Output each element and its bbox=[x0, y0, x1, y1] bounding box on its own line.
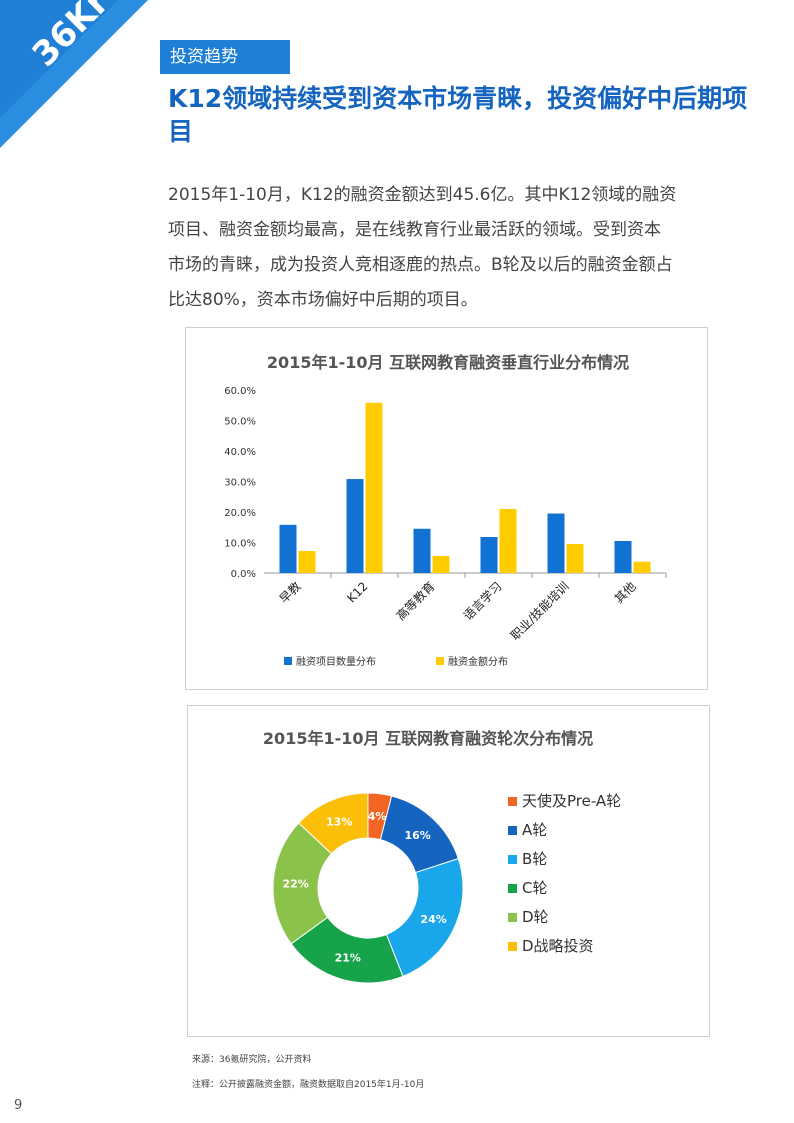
legend-swatch bbox=[436, 657, 444, 665]
y-tick-label: 50.0% bbox=[224, 417, 256, 428]
legend-swatch bbox=[508, 942, 517, 951]
slice-label: 21% bbox=[335, 952, 361, 965]
body-line: 比达80%，资本市场偏好中后期的项目。 bbox=[168, 290, 478, 310]
legend-label: D战略投资 bbox=[522, 937, 594, 955]
source-note: 来源：36氪研究院，公开资料 bbox=[192, 1055, 312, 1065]
slice-label: 13% bbox=[326, 815, 352, 828]
body-paragraph: 2015年1-10月，K12的融资金额达到45.6亿。其中K12领域的融资 项目… bbox=[168, 178, 738, 318]
donut-slice bbox=[385, 858, 464, 977]
legend-swatch bbox=[508, 855, 517, 864]
x-tick-label: K12 bbox=[344, 579, 370, 605]
y-tick-label: 60.0% bbox=[224, 386, 256, 397]
bar-chart: 2015年1-10月 互联网教育融资垂直行业分布情况 0.0% 10.0% 20.0… bbox=[224, 353, 667, 668]
bar bbox=[614, 540, 632, 573]
legend-label: 融资项目数量分布 bbox=[296, 655, 376, 668]
bar-chart-panel: 2015年1-10月 互联网教育融资垂直行业分布情况 0.0% 10.0% 20.0… bbox=[185, 327, 708, 690]
chart-title: 2015年1-10月 互联网教育融资轮次分布情况 bbox=[263, 729, 593, 748]
legend-swatch bbox=[508, 913, 517, 922]
page-number: 9 bbox=[14, 1098, 23, 1113]
bar bbox=[499, 508, 517, 573]
slice-label: 4% bbox=[368, 810, 387, 823]
body-line: 项目、融资金额均最高，是在线教育行业最活跃的领域。受到资本 bbox=[168, 220, 661, 240]
legend-label: 天使及Pre-A轮 bbox=[522, 792, 621, 810]
donut-chart: 2015年1-10月 互联网教育融资轮次分布情况 4% 16% 24% 21% 22% 1… bbox=[263, 729, 621, 984]
x-tick-label: 高等教育 bbox=[393, 579, 438, 624]
annotation-note: 注释：公开披露融资金额，融资数据取自2015年1月-10月 bbox=[192, 1080, 425, 1090]
y-tick-label: 10.0% bbox=[224, 539, 256, 550]
x-tick-label: 语言学习 bbox=[460, 579, 505, 624]
legend-swatch bbox=[508, 884, 517, 893]
y-tick-label: 30.0% bbox=[224, 478, 256, 489]
legend-label: D轮 bbox=[522, 908, 549, 926]
bar bbox=[279, 524, 297, 573]
bar bbox=[547, 513, 565, 573]
bar bbox=[413, 528, 431, 573]
x-tick-label: 早教 bbox=[276, 579, 304, 607]
y-tick-label: 40.0% bbox=[224, 447, 256, 458]
bar bbox=[633, 561, 651, 573]
page-headline: K12领域持续受到资本市场青睐，投资偏好中后期项目 bbox=[168, 84, 748, 146]
bar bbox=[365, 402, 383, 573]
y-tick-label: 20.0% bbox=[224, 508, 256, 519]
legend-label: 融资金额分布 bbox=[448, 655, 508, 668]
legend-label: B轮 bbox=[522, 850, 547, 868]
bar bbox=[346, 479, 364, 573]
legend-swatch bbox=[508, 826, 517, 835]
chart-title: 2015年1-10月 互联网教育融资垂直行业分布情况 bbox=[267, 353, 629, 372]
bar bbox=[432, 555, 450, 573]
slice-label: 22% bbox=[282, 877, 308, 890]
bar bbox=[298, 551, 316, 573]
body-line: 市场的青睐，成为投资人竞相逐鹿的热点。B轮及以后的融资金额占 bbox=[168, 255, 673, 275]
slice-label: 16% bbox=[404, 829, 430, 842]
brand-logo: 36Kr bbox=[0, 0, 148, 148]
bar bbox=[480, 537, 498, 573]
body-line: 2015年1-10月，K12的融资金额达到45.6亿。其中K12领域的融资 bbox=[168, 185, 677, 205]
slice-label: 24% bbox=[420, 913, 446, 926]
y-tick-label: 0.0% bbox=[231, 569, 256, 580]
bar bbox=[566, 544, 584, 573]
legend-swatch bbox=[508, 797, 517, 806]
donut-chart-panel: 2015年1-10月 互联网教育融资轮次分布情况 4% 16% 24% 21% 22% 1… bbox=[187, 705, 710, 1037]
legend-label: C轮 bbox=[522, 879, 547, 897]
x-tick-label: 职业/技能培训 bbox=[507, 579, 571, 643]
section-tag: 投资趋势 bbox=[160, 40, 290, 74]
legend-label: A轮 bbox=[522, 821, 547, 839]
donut-slice bbox=[298, 792, 369, 855]
legend-swatch bbox=[284, 657, 292, 665]
x-tick-label: 其他 bbox=[612, 579, 639, 606]
donut-slice bbox=[272, 822, 333, 945]
